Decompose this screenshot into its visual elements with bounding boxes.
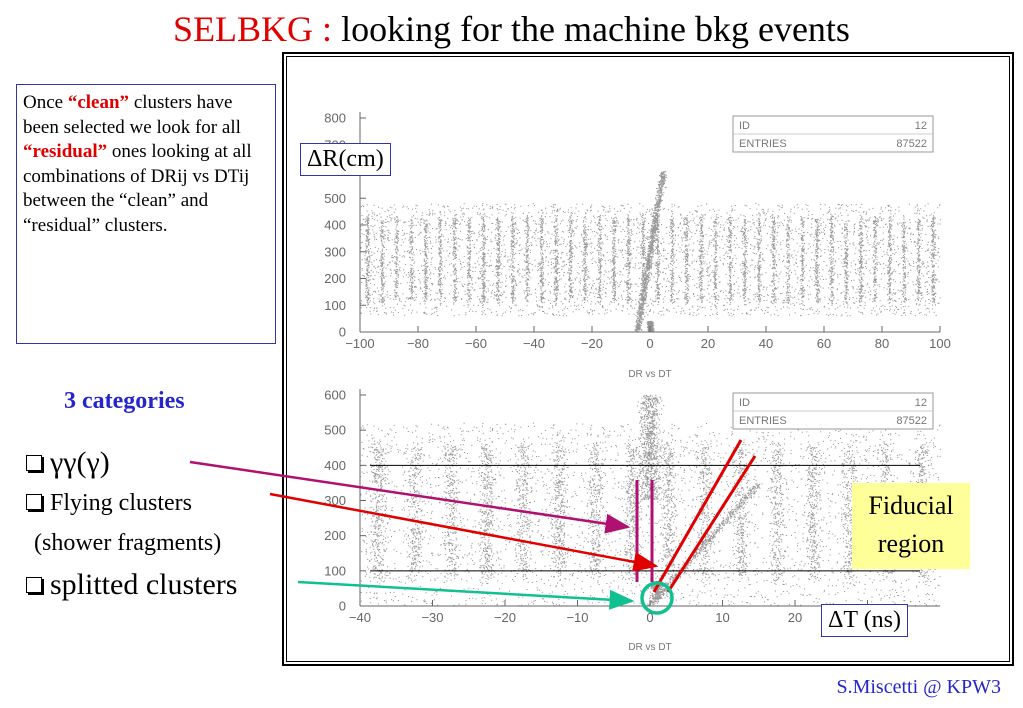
page-title: SELBKG : looking for the machine bkg eve… [0, 8, 1023, 50]
stats-id-label: ID [739, 120, 750, 132]
y-tick-label: 100 [324, 563, 346, 578]
scatter-points-1 [360, 171, 941, 333]
dt-axis-label: ΔT (ns) [821, 604, 908, 637]
y-tick-label: 400 [324, 458, 346, 473]
x-tick-label: −40 [523, 336, 545, 351]
fiducial-region-label: Fiducial region [852, 483, 970, 569]
x-tick-label: 0 [646, 336, 653, 351]
x-tick-label: 40 [759, 336, 773, 351]
checkbox-icon [26, 494, 42, 511]
stats-entries-value: 87522 [896, 415, 927, 427]
footer-credit: S.Miscetti @ KPW3 [836, 676, 1001, 698]
y-tick-label: 800 [324, 111, 346, 126]
category-flying: Flying clusters [26, 490, 192, 517]
y-tick-label: 500 [324, 191, 346, 206]
desc-residual-highlight: “residual” [23, 141, 108, 162]
x-tick-label: −80 [407, 336, 429, 351]
x-tick-label: −10 [566, 610, 588, 625]
plots-svg: 0100200300400500600700800−100−80−60−40−2… [324, 111, 951, 654]
x-tick-label: −30 [421, 610, 443, 625]
x-tick-label: 80 [875, 336, 889, 351]
plot-subtitle: DR vs DT [628, 642, 671, 653]
y-tick-label: 0 [339, 325, 346, 340]
y-tick-label: 600 [324, 388, 346, 403]
y-tick-label: 200 [324, 271, 346, 286]
desc-part-3: ones looking at all combinations of DRij… [23, 141, 252, 236]
fiducial-line-1: Fiducial [868, 491, 954, 520]
y-tick-label: 100 [324, 298, 346, 313]
title-text: looking for the machine bkg events [341, 9, 850, 49]
x-tick-label: 0 [646, 610, 653, 625]
stats-entries-label: ENTRIES [739, 138, 787, 150]
x-tick-label: 20 [788, 610, 802, 625]
category-splitted: splitted clusters [26, 568, 237, 602]
desc-part-2: clusters have been selected we look for … [23, 92, 241, 138]
category-label: Flying clusters [50, 490, 192, 516]
stats-entries-value: 87522 [896, 138, 927, 150]
category-label: splitted clusters [50, 568, 238, 601]
category-gamma: γγ(γ) [26, 446, 110, 480]
fiducial-line-2: region [877, 529, 945, 558]
checkbox-icon [26, 455, 42, 472]
x-tick-label: 10 [715, 610, 729, 625]
x-tick-label: 20 [701, 336, 715, 351]
x-tick-label: −40 [349, 610, 371, 625]
checkbox-icon [26, 577, 42, 594]
stats-entries-label: ENTRIES [739, 415, 787, 427]
x-tick-label: 100 [929, 336, 951, 351]
x-tick-label: −60 [465, 336, 487, 351]
x-tick-label: 60 [817, 336, 831, 351]
y-tick-label: 200 [324, 528, 346, 543]
stats-id-label: ID [739, 397, 750, 409]
category-label: γγ(γ) [50, 446, 110, 479]
x-tick-label: −100 [345, 336, 374, 351]
description-box: Once “clean” clusters have been selected… [16, 84, 276, 344]
desc-part-1: Once [23, 92, 64, 113]
categories-heading: 3 categories [64, 388, 185, 414]
y-tick-label: 400 [324, 218, 346, 233]
x-tick-label: −20 [494, 610, 516, 625]
title-prefix: SELBKG : [173, 9, 333, 49]
desc-clean-highlight: “clean” [67, 92, 130, 113]
y-tick-label: 500 [324, 423, 346, 438]
stats-id-value: 12 [915, 397, 927, 409]
stats-id-value: 12 [915, 120, 927, 132]
y-tick-label: 0 [339, 599, 346, 614]
dr-axis-label: ΔR(cm) [300, 143, 391, 176]
plot-frame-inner [286, 56, 1010, 662]
plot-subtitle: DR vs DT [628, 369, 671, 380]
x-tick-label: −20 [581, 336, 603, 351]
y-tick-label: 300 [324, 493, 346, 508]
y-tick-label: 300 [324, 244, 346, 259]
category-flying-sub: (shower fragments) [34, 530, 222, 556]
